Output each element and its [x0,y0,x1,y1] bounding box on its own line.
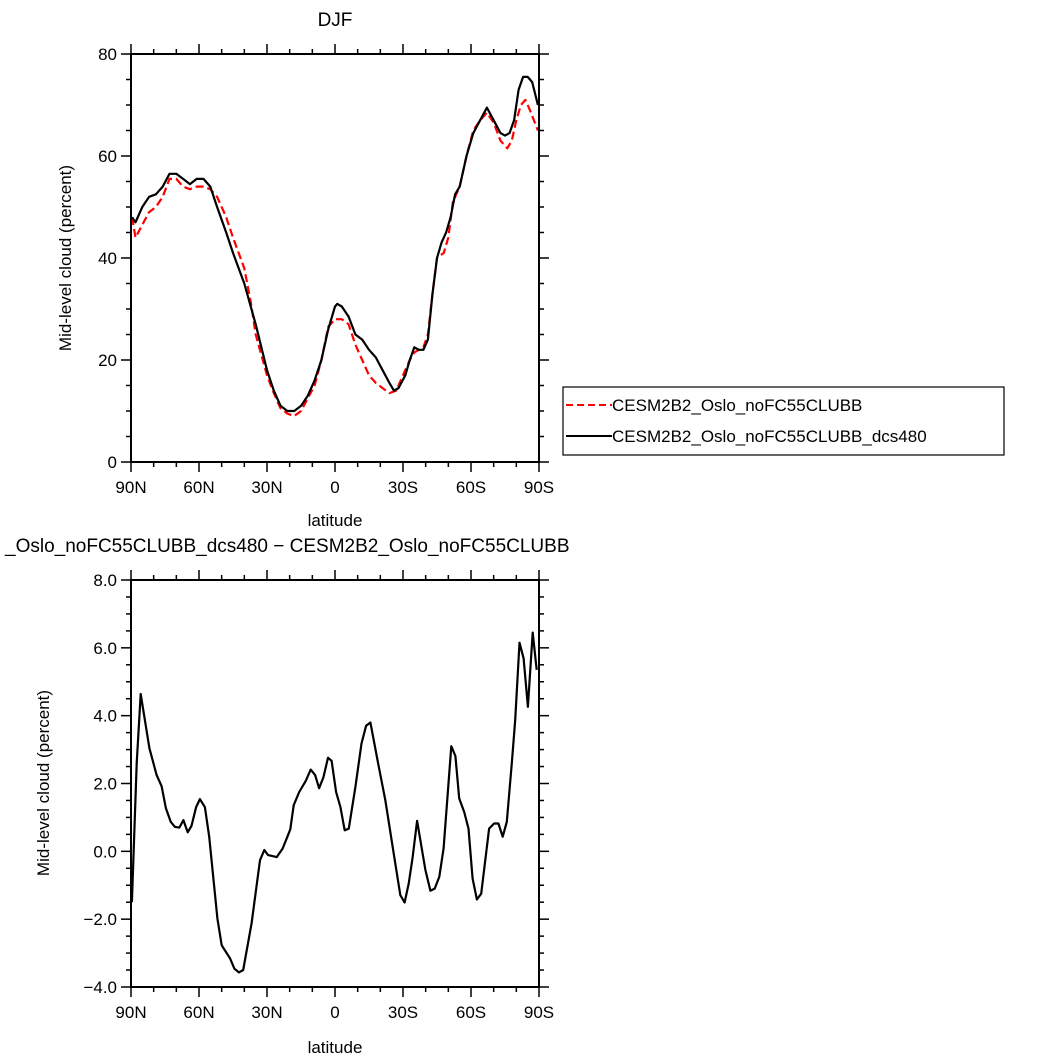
x-tick-label: 60N [183,1003,214,1022]
legend-label-control: CESM2B2_Oslo_noFC55CLUBB [612,396,862,415]
y-tick-label: 40 [98,249,117,268]
x-tick-label: 0 [330,478,339,497]
legend-label-dcs480: CESM2B2_Oslo_noFC55CLUBB_dcs480 [612,427,927,446]
bottom-x-axis-title: latitude [308,1038,363,1057]
series-line-difference [130,631,538,974]
legend-box [562,386,1005,456]
x-tick-label: 90N [115,1003,146,1022]
bottom-chart-title: _Oslo_noFC55CLUBB_dcs480 − CESM2B2_Oslo_… [4,536,570,557]
series-line-cesm2b2-oslo-nofc55clubb [131,98,539,418]
y-tick-label: 60 [98,147,117,166]
x-tick-label: 30N [251,478,282,497]
y-tick-label: 80 [98,45,117,64]
x-tick-label: 30S [388,1003,418,1022]
x-tick-label: 60N [183,478,214,497]
y-tick-label: 0.0 [93,842,117,861]
top-plot-frame [130,53,540,463]
y-tick-label: −2.0 [83,910,117,929]
top-series-lines [131,75,539,418]
y-tick-label: −4.0 [83,978,117,997]
y-tick-label: 6.0 [93,639,117,658]
x-tick-label: 60S [456,1003,486,1022]
x-tick-label: 0 [330,1003,339,1022]
series-line-cesm2b2-oslo-nofc55clubb-dcs480 [131,75,539,413]
y-tick-label: 8.0 [93,571,117,590]
bottom-axis-ticks: 90N 60N 30N 0 30S 60S 90S −4.0 −2.0 0.0 2.0 4.0 6.0 8… [83,570,554,1022]
y-tick-label: 0 [108,453,117,472]
y-tick-label: 20 [98,351,117,370]
bottom-plot-frame [130,579,540,988]
top-panel-climatology: DJF 90N 60N 30N 0 30S 60S 90S 0 20 40 60 80 latitud… [56,10,554,530]
top-chart-title: DJF [318,10,353,31]
x-tick-label: 30N [251,1003,282,1022]
x-tick-label: 90N [115,478,146,497]
x-tick-label: 90S [524,1003,554,1022]
bottom-panel-difference: _Oslo_noFC55CLUBB_dcs480 − CESM2B2_Oslo_… [4,536,570,1057]
x-tick-label: 90S [524,478,554,497]
top-x-axis-title: latitude [308,511,363,530]
y-tick-label: 2.0 [93,775,117,794]
top-y-axis-title: Mid-level cloud (percent) [56,165,75,351]
x-tick-label: 30S [388,478,418,497]
y-tick-label: 4.0 [93,707,117,726]
x-tick-label: 60S [456,478,486,497]
bottom-series-lines [130,631,538,974]
top-axis-ticks: 90N 60N 30N 0 30S 60S 90S 0 20 40 60 80 [98,44,554,497]
bottom-y-axis-title: Mid-level cloud (percent) [34,690,53,876]
legend: CESM2B2_Oslo_noFC55CLUBB CESM2B2_Oslo_no… [562,386,1005,456]
